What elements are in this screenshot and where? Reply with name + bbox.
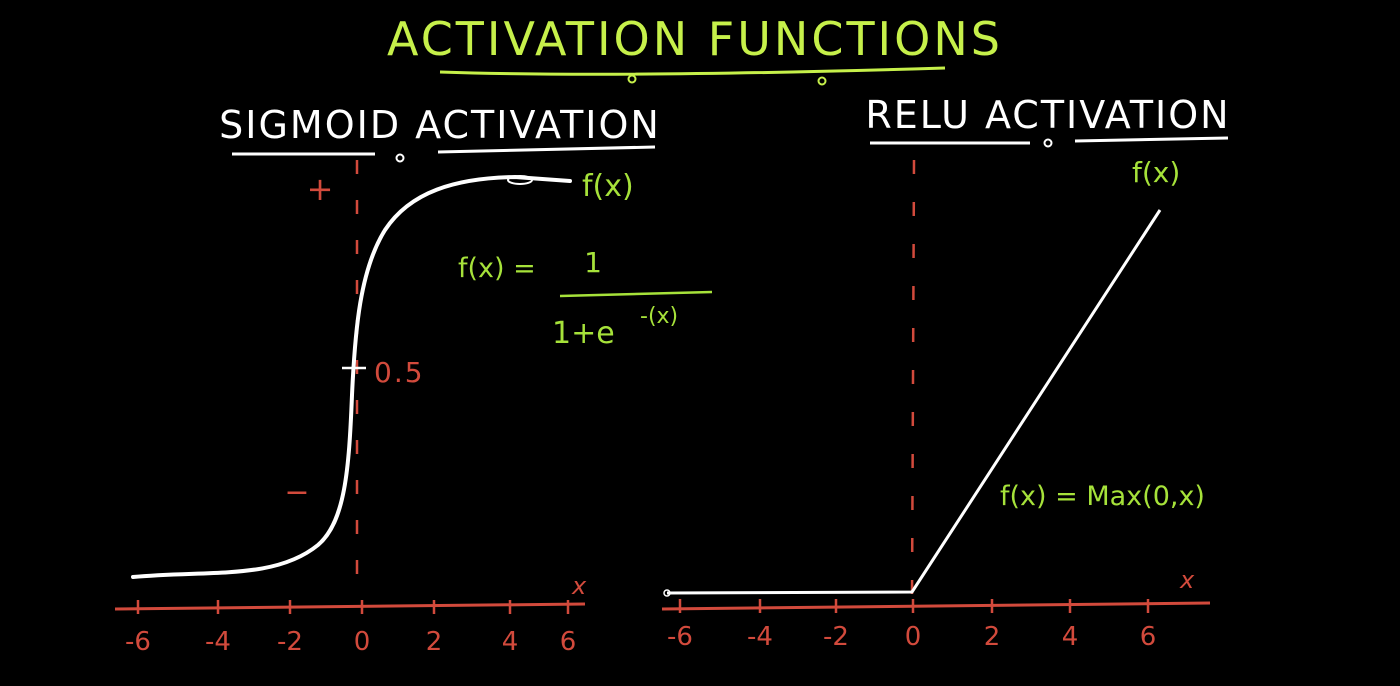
- relu-curve: [666, 209, 1162, 595]
- main-title-underline: [439, 66, 946, 76]
- main-title-dot: [817, 76, 827, 86]
- sigmoid-x-axis: [114, 602, 586, 611]
- relu-curve-start: [663, 589, 671, 597]
- sigmoid-heading-underline: [437, 145, 656, 154]
- sigmoid-formula-fraction-bar: [559, 290, 713, 298]
- sigmoid-formula-numerator: 1: [584, 246, 602, 279]
- relu-x-ticks: -6 -4 -2 0 2 4 6: [667, 599, 1156, 652]
- relu-fx-label: f(x): [1132, 156, 1180, 189]
- sigmoid-panel: SIGMOID ACTIVATION -6 -4 -2 0 2 4 6 x + − 0.5 …: [114, 103, 713, 657]
- relu-x-axis-label: x: [1179, 566, 1195, 594]
- relu-x-tick-label: 4: [1062, 622, 1079, 652]
- sigmoid-x-tick-label: 2: [426, 627, 443, 657]
- sigmoid-formula-lhs: f(x) =: [458, 253, 536, 284]
- relu-x-tick-label: -4: [747, 622, 773, 652]
- relu-heading-underline: [1074, 136, 1229, 143]
- relu-heading-dot: [1043, 138, 1053, 148]
- relu-x-tick-label: -6: [667, 622, 693, 652]
- relu-heading: RELU ACTIVATION: [865, 93, 1230, 137]
- sigmoid-formula-exponent: -(x): [640, 304, 678, 329]
- sigmoid-heading-dot: [395, 153, 405, 163]
- sigmoid-y-minus-mark: −: [284, 475, 309, 510]
- relu-x-tick-label: -2: [823, 622, 849, 652]
- sigmoid-y-plus-mark: +: [307, 170, 334, 208]
- sigmoid-x-tick-label: 4: [502, 627, 519, 657]
- sigmoid-heading: SIGMOID ACTIVATION: [219, 103, 661, 147]
- sigmoid-curve-end: [507, 175, 533, 185]
- sigmoid-x-tick-label: -6: [125, 627, 151, 657]
- sigmoid-x-axis-label: x: [571, 572, 587, 600]
- relu-x-axis: [661, 601, 1211, 611]
- main-title: ACTIVATION FUNCTIONS: [387, 12, 1003, 66]
- sigmoid-x-tick-label: -2: [277, 627, 303, 657]
- sigmoid-curve: [131, 174, 572, 579]
- relu-y-axis: [910, 159, 916, 601]
- relu-formula: f(x) = Max(0,x): [1000, 481, 1205, 512]
- main-title-dot: [627, 74, 637, 84]
- sigmoid-x-tick-label: 0: [354, 627, 371, 657]
- sigmoid-y-half-label: 0.5: [374, 356, 425, 389]
- sigmoid-x-tick-label: 6: [560, 627, 577, 657]
- relu-x-tick-label: 2: [984, 622, 1001, 652]
- sigmoid-x-ticks: -6 -4 -2 0 2 4 6: [125, 600, 576, 657]
- sigmoid-fx-label: f(x): [582, 169, 634, 204]
- relu-x-tick-label: 0: [905, 622, 922, 652]
- relu-panel: RELU ACTIVATION -6 -4 -2 0 2 4 6 x f(x) f(x) =…: [661, 93, 1230, 652]
- sigmoid-x-tick-label: -4: [205, 627, 231, 657]
- relu-x-tick-label: 6: [1140, 622, 1157, 652]
- sigmoid-formula-denominator: 1+e: [552, 316, 615, 351]
